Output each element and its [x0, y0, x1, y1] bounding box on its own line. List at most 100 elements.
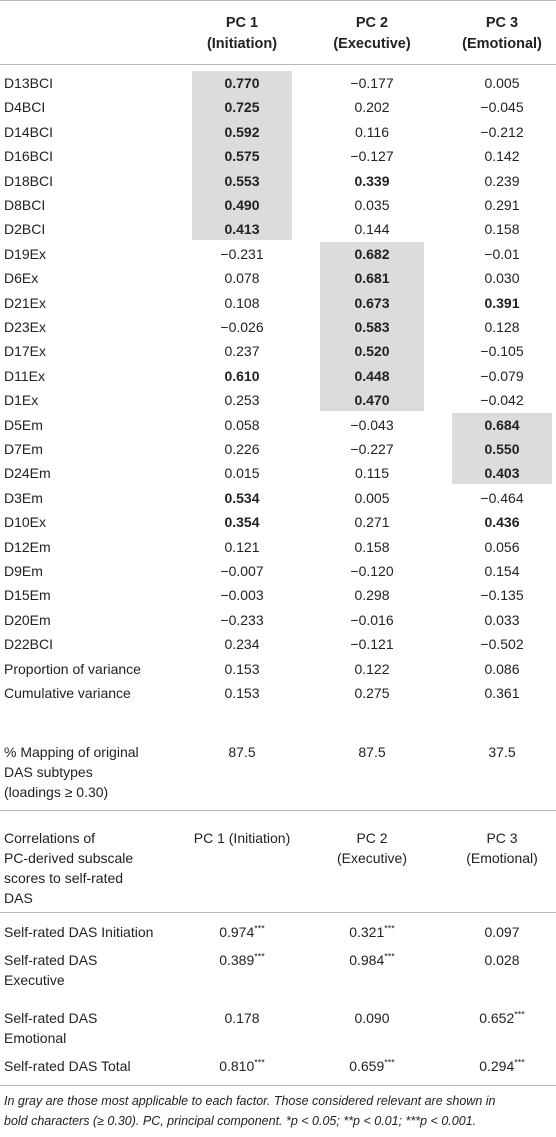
row-label: D9Em: [4, 563, 43, 579]
loading-value: 0.115: [355, 465, 389, 482]
loading-value: −0.212: [480, 123, 524, 140]
loading-value: 0.015: [224, 465, 260, 482]
table-row: Proportion of variance 0.153 0.122 0.086: [0, 656, 556, 680]
table-row: D7Em 0.226 −0.227 0.550: [0, 436, 556, 460]
table-row: D1Ex 0.253 0.470 −0.042: [0, 387, 556, 411]
correlation-value: 0.178: [192, 1008, 292, 1028]
correlation-number: 0.974: [219, 924, 255, 940]
correlation-label: Self-rated DAS Total: [4, 1056, 131, 1076]
correlation-number: 0.321: [349, 924, 385, 940]
correlation-number: 0.810: [219, 1058, 255, 1074]
table-row: D2BCI 0.413 0.144 0.158: [0, 216, 556, 240]
loading-value: −0.127: [350, 148, 394, 165]
correlations-col-pc1: PC 1 (Initiation): [193, 830, 291, 846]
significance-stars: ***: [514, 1057, 525, 1068]
loading-value: 0.122: [354, 660, 390, 677]
loading-value: 0.610: [224, 367, 260, 384]
header-rule: [0, 64, 556, 65]
loading-value: 0.575: [224, 148, 260, 165]
loading-value: 0.153: [224, 660, 260, 677]
loading-value: 0.534: [224, 489, 260, 506]
significance-stars: ***: [254, 951, 265, 962]
loading-value: 0.436: [484, 514, 520, 531]
row-label: D4BCI: [4, 99, 46, 116]
loading-value: 0.078: [224, 270, 260, 287]
loading-value: 0.448: [354, 367, 390, 384]
table-row: D15Em −0.003 0.298 −0.135: [0, 582, 556, 606]
table-row: D13BCI 0.770 −0.177 0.005: [0, 70, 556, 94]
loading-value: −0.045: [480, 99, 524, 116]
loading-value: 0.770: [224, 75, 260, 91]
table-row: D6Ex 0.078 0.681 0.030: [0, 265, 556, 289]
loading-value: 0.490: [224, 197, 260, 213]
mapping-value-pc2: 87.5: [358, 744, 386, 760]
table-row: D16BCI 0.575 −0.127 0.142: [0, 143, 556, 167]
loading-value: 0.291: [484, 197, 520, 213]
bottom-rule: [0, 1085, 556, 1086]
loading-value: 0.030: [484, 270, 520, 287]
row-label: D13BCI: [4, 75, 54, 91]
correlation-label-line: Executive: [4, 972, 65, 988]
loading-value: 0.583: [354, 319, 390, 335]
loading-value: −0.177: [350, 75, 394, 91]
correlation-label: Self-rated DAS Emotional: [4, 1008, 97, 1048]
loading-value: −0.01: [484, 245, 520, 262]
mapping-value-pc1: 87.5: [228, 744, 256, 760]
row-label: D6Ex: [4, 270, 39, 287]
loading-value: −0.464: [480, 489, 524, 506]
mapping-value-pc3: 37.5: [488, 744, 516, 760]
correlation-number: 0.984: [349, 952, 385, 968]
loading-value: 0.673: [354, 294, 390, 311]
footnote: In gray are those most applicable to eac…: [4, 1094, 496, 1128]
correlation-label-line: Self-rated DAS: [4, 1010, 98, 1026]
loading-value: 0.058: [224, 416, 260, 433]
loading-value: −0.227: [350, 441, 394, 457]
table-row: D10Ex 0.354 0.271 0.436: [0, 509, 556, 533]
loading-value: −0.120: [350, 563, 394, 579]
column-header-pc1: PC 1 (Initiation): [206, 15, 278, 52]
loading-value: 0.226: [224, 441, 260, 457]
loading-value: −0.502: [480, 636, 524, 653]
row-label: D14BCI: [4, 123, 54, 140]
loading-value: 0.681: [354, 270, 390, 287]
correlation-number: 0.028: [484, 952, 520, 968]
row-label: D24Em: [4, 465, 51, 482]
loading-value: 0.550: [484, 441, 520, 457]
highlight-block: [320, 241, 424, 411]
loading-value: 0.239: [484, 172, 520, 189]
loading-value: 0.253: [224, 392, 260, 409]
row-label: Proportion of variance: [4, 660, 141, 677]
table-row: D3Em 0.534 0.005 −0.464: [0, 485, 556, 509]
column-header-pc2: PC 2 (Executive): [333, 15, 411, 52]
row-label: Cumulative variance: [4, 685, 131, 701]
correlation-label-line: Self-rated DAS Total: [4, 1058, 131, 1074]
table-row: D17Ex 0.237 0.520 −0.105: [0, 338, 556, 362]
loading-value: 0.271: [354, 514, 390, 531]
correlation-label: Self-rated DAS Initiation: [4, 922, 153, 942]
loading-value: 0.403: [484, 465, 520, 482]
significance-stars: ***: [384, 951, 395, 962]
loading-value: −0.007: [220, 563, 264, 579]
loading-value: −0.043: [350, 416, 394, 433]
table-row: Cumulative variance 0.153 0.275 0.361: [0, 680, 556, 704]
loading-value: −0.233: [220, 611, 264, 628]
significance-stars: ***: [514, 1009, 525, 1020]
loading-value: −0.105: [480, 343, 524, 360]
correlation-value: 0.974***: [192, 922, 292, 942]
loading-value: −0.121: [350, 636, 394, 653]
correlation-number: 0.659: [349, 1058, 385, 1074]
correlation-number: 0.178: [224, 1010, 260, 1026]
highlight-block: [452, 412, 552, 484]
correlation-value: 0.028: [452, 950, 552, 970]
table-row: D11Ex 0.610 0.448 −0.079: [0, 363, 556, 387]
table-row: D9Em −0.007 −0.120 0.154: [0, 558, 556, 582]
loading-value: 0.005: [484, 75, 520, 91]
row-label: D17Ex: [4, 343, 47, 360]
table-row: D8BCI 0.490 0.035 0.291: [0, 192, 556, 216]
loading-value: −0.026: [220, 319, 264, 335]
correlation-value: 0.389***: [192, 950, 292, 970]
correlation-value: 0.097: [452, 922, 552, 942]
correlation-value: 0.659***: [320, 1056, 424, 1076]
correlations-rule: [0, 912, 556, 913]
loading-value: 0.413: [224, 221, 260, 238]
